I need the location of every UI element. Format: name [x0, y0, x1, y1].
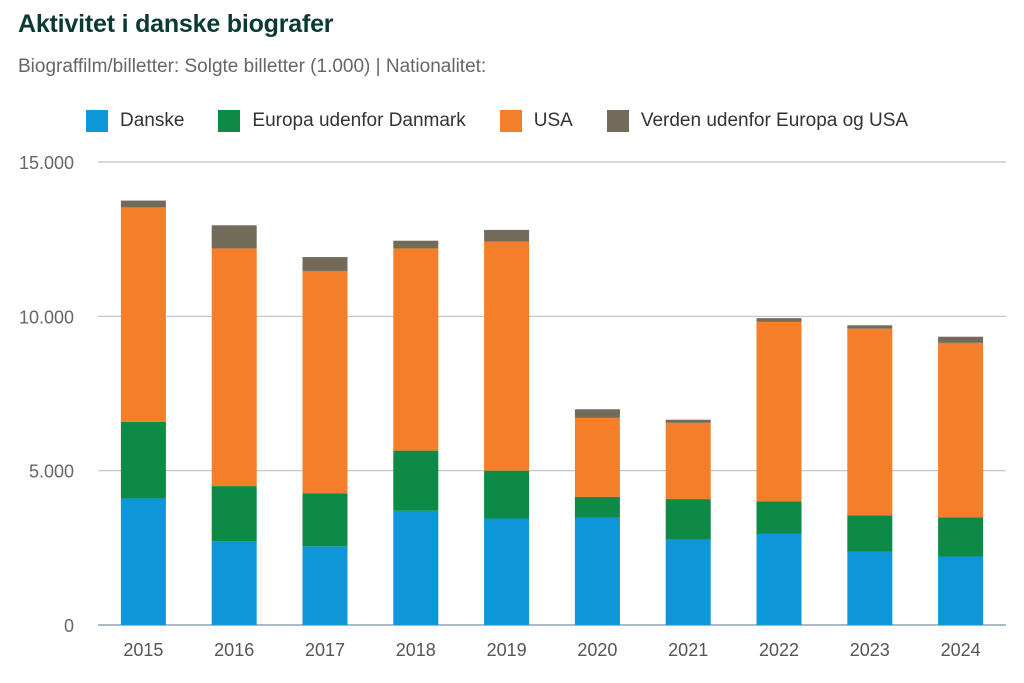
- bar-2020-danske[interactable]: [574, 517, 620, 625]
- bar-2015-usa[interactable]: [120, 207, 166, 422]
- x-tick-label-2020: 2020: [577, 640, 617, 660]
- bars: [120, 200, 984, 625]
- bar-2021-europa-udenfor-danmark[interactable]: [665, 499, 711, 540]
- y-tick-label: 10.000: [19, 307, 74, 327]
- x-tick-label-2016: 2016: [214, 640, 254, 660]
- bar-2017-danske[interactable]: [302, 546, 348, 625]
- bar-2021-danske[interactable]: [665, 539, 711, 625]
- bar-2022-usa[interactable]: [756, 321, 802, 502]
- legend-label-europa: Europa udenfor Danmark: [252, 110, 466, 131]
- bar-2024-verden-udenfor-europa-og-usa[interactable]: [938, 336, 984, 343]
- legend-item-danske[interactable]: Danske: [86, 110, 184, 132]
- bar-2016-verden-udenfor-europa-og-usa[interactable]: [211, 225, 257, 249]
- y-tick-label: 5.000: [29, 462, 74, 482]
- bar-2018-danske[interactable]: [393, 510, 439, 625]
- bar-2022-danske[interactable]: [756, 533, 802, 625]
- x-tick-label-2015: 2015: [123, 640, 163, 660]
- bar-2016-europa-udenfor-danmark[interactable]: [211, 486, 257, 542]
- bar-2023-europa-udenfor-danmark[interactable]: [847, 515, 893, 552]
- bar-2024-europa-udenfor-danmark[interactable]: [938, 517, 984, 557]
- bar-2020-europa-udenfor-danmark[interactable]: [574, 496, 620, 518]
- bar-2018-usa[interactable]: [393, 248, 439, 451]
- bar-2019-usa[interactable]: [484, 241, 530, 471]
- legend-label-usa: USA: [533, 110, 573, 131]
- x-tick-label-2024: 2024: [941, 640, 981, 660]
- chart-subtitle: Biograffilm/billetter: Solgte billetter …: [18, 56, 487, 77]
- legend-swatch-usa: [499, 110, 522, 132]
- bar-2024-danske[interactable]: [938, 556, 984, 625]
- legend-swatch-verden: [606, 110, 629, 132]
- bar-2015-danske[interactable]: [120, 498, 166, 625]
- bar-2019-europa-udenfor-danmark[interactable]: [484, 470, 530, 519]
- legend-label-verden: Verden udenfor Europa og USA: [640, 110, 909, 131]
- x-tick-label-2019: 2019: [487, 640, 527, 660]
- bar-2015-verden-udenfor-europa-og-usa[interactable]: [120, 200, 166, 208]
- legend-item-usa[interactable]: USA: [499, 110, 573, 132]
- bar-2023-danske[interactable]: [847, 551, 893, 625]
- bar-2023-verden-udenfor-europa-og-usa[interactable]: [847, 325, 893, 329]
- legend-label-danske: Danske: [120, 110, 185, 131]
- bar-2018-verden-udenfor-europa-og-usa[interactable]: [393, 240, 439, 249]
- bar-2019-verden-udenfor-europa-og-usa[interactable]: [484, 229, 530, 242]
- bar-2022-verden-udenfor-europa-og-usa[interactable]: [756, 318, 802, 322]
- bar-2020-verden-udenfor-europa-og-usa[interactable]: [574, 409, 620, 418]
- bar-2016-danske[interactable]: [211, 541, 257, 625]
- bar-2017-europa-udenfor-danmark[interactable]: [302, 493, 348, 547]
- chart-title: Aktivitet i danske biografer: [18, 10, 334, 38]
- bar-2016-usa[interactable]: [211, 248, 257, 487]
- legend: Danske Europa udenfor Danmark USA Verden…: [86, 110, 942, 132]
- bar-2018-europa-udenfor-danmark[interactable]: [393, 450, 439, 511]
- x-tick-label-2023: 2023: [850, 640, 890, 660]
- x-tick-label-2017: 2017: [305, 640, 345, 660]
- bar-2017-usa[interactable]: [302, 270, 348, 494]
- x-tick-label-2018: 2018: [396, 640, 436, 660]
- legend-swatch-danske: [86, 110, 108, 132]
- bar-2023-usa[interactable]: [847, 328, 893, 516]
- bar-2019-danske[interactable]: [484, 518, 530, 625]
- y-tick-label: 0: [64, 616, 74, 636]
- legend-item-europa[interactable]: Europa udenfor Danmark: [218, 110, 466, 132]
- legend-item-verden[interactable]: Verden udenfor Europa og USA: [606, 110, 909, 132]
- legend-swatch-europa: [218, 110, 241, 132]
- bar-2017-verden-udenfor-europa-og-usa[interactable]: [302, 257, 348, 271]
- x-tick-label-2021: 2021: [668, 640, 708, 660]
- bar-2024-usa[interactable]: [938, 342, 984, 518]
- y-tick-label: 15.000: [19, 153, 74, 173]
- x-axis-ticks: 2015 2016 2017 2018 2019 2020 2021 2022 2023 2024: [123, 640, 980, 660]
- bar-2022-europa-udenfor-danmark[interactable]: [756, 501, 802, 534]
- y-axis-ticks: 0 5.000 10.000 15.000: [19, 153, 74, 636]
- bar-2021-verden-udenfor-europa-og-usa[interactable]: [665, 419, 711, 423]
- bar-2021-usa[interactable]: [665, 422, 711, 500]
- bar-2015-europa-udenfor-danmark[interactable]: [120, 421, 166, 499]
- bar-2020-usa[interactable]: [574, 417, 620, 497]
- x-tick-label-2022: 2022: [759, 640, 799, 660]
